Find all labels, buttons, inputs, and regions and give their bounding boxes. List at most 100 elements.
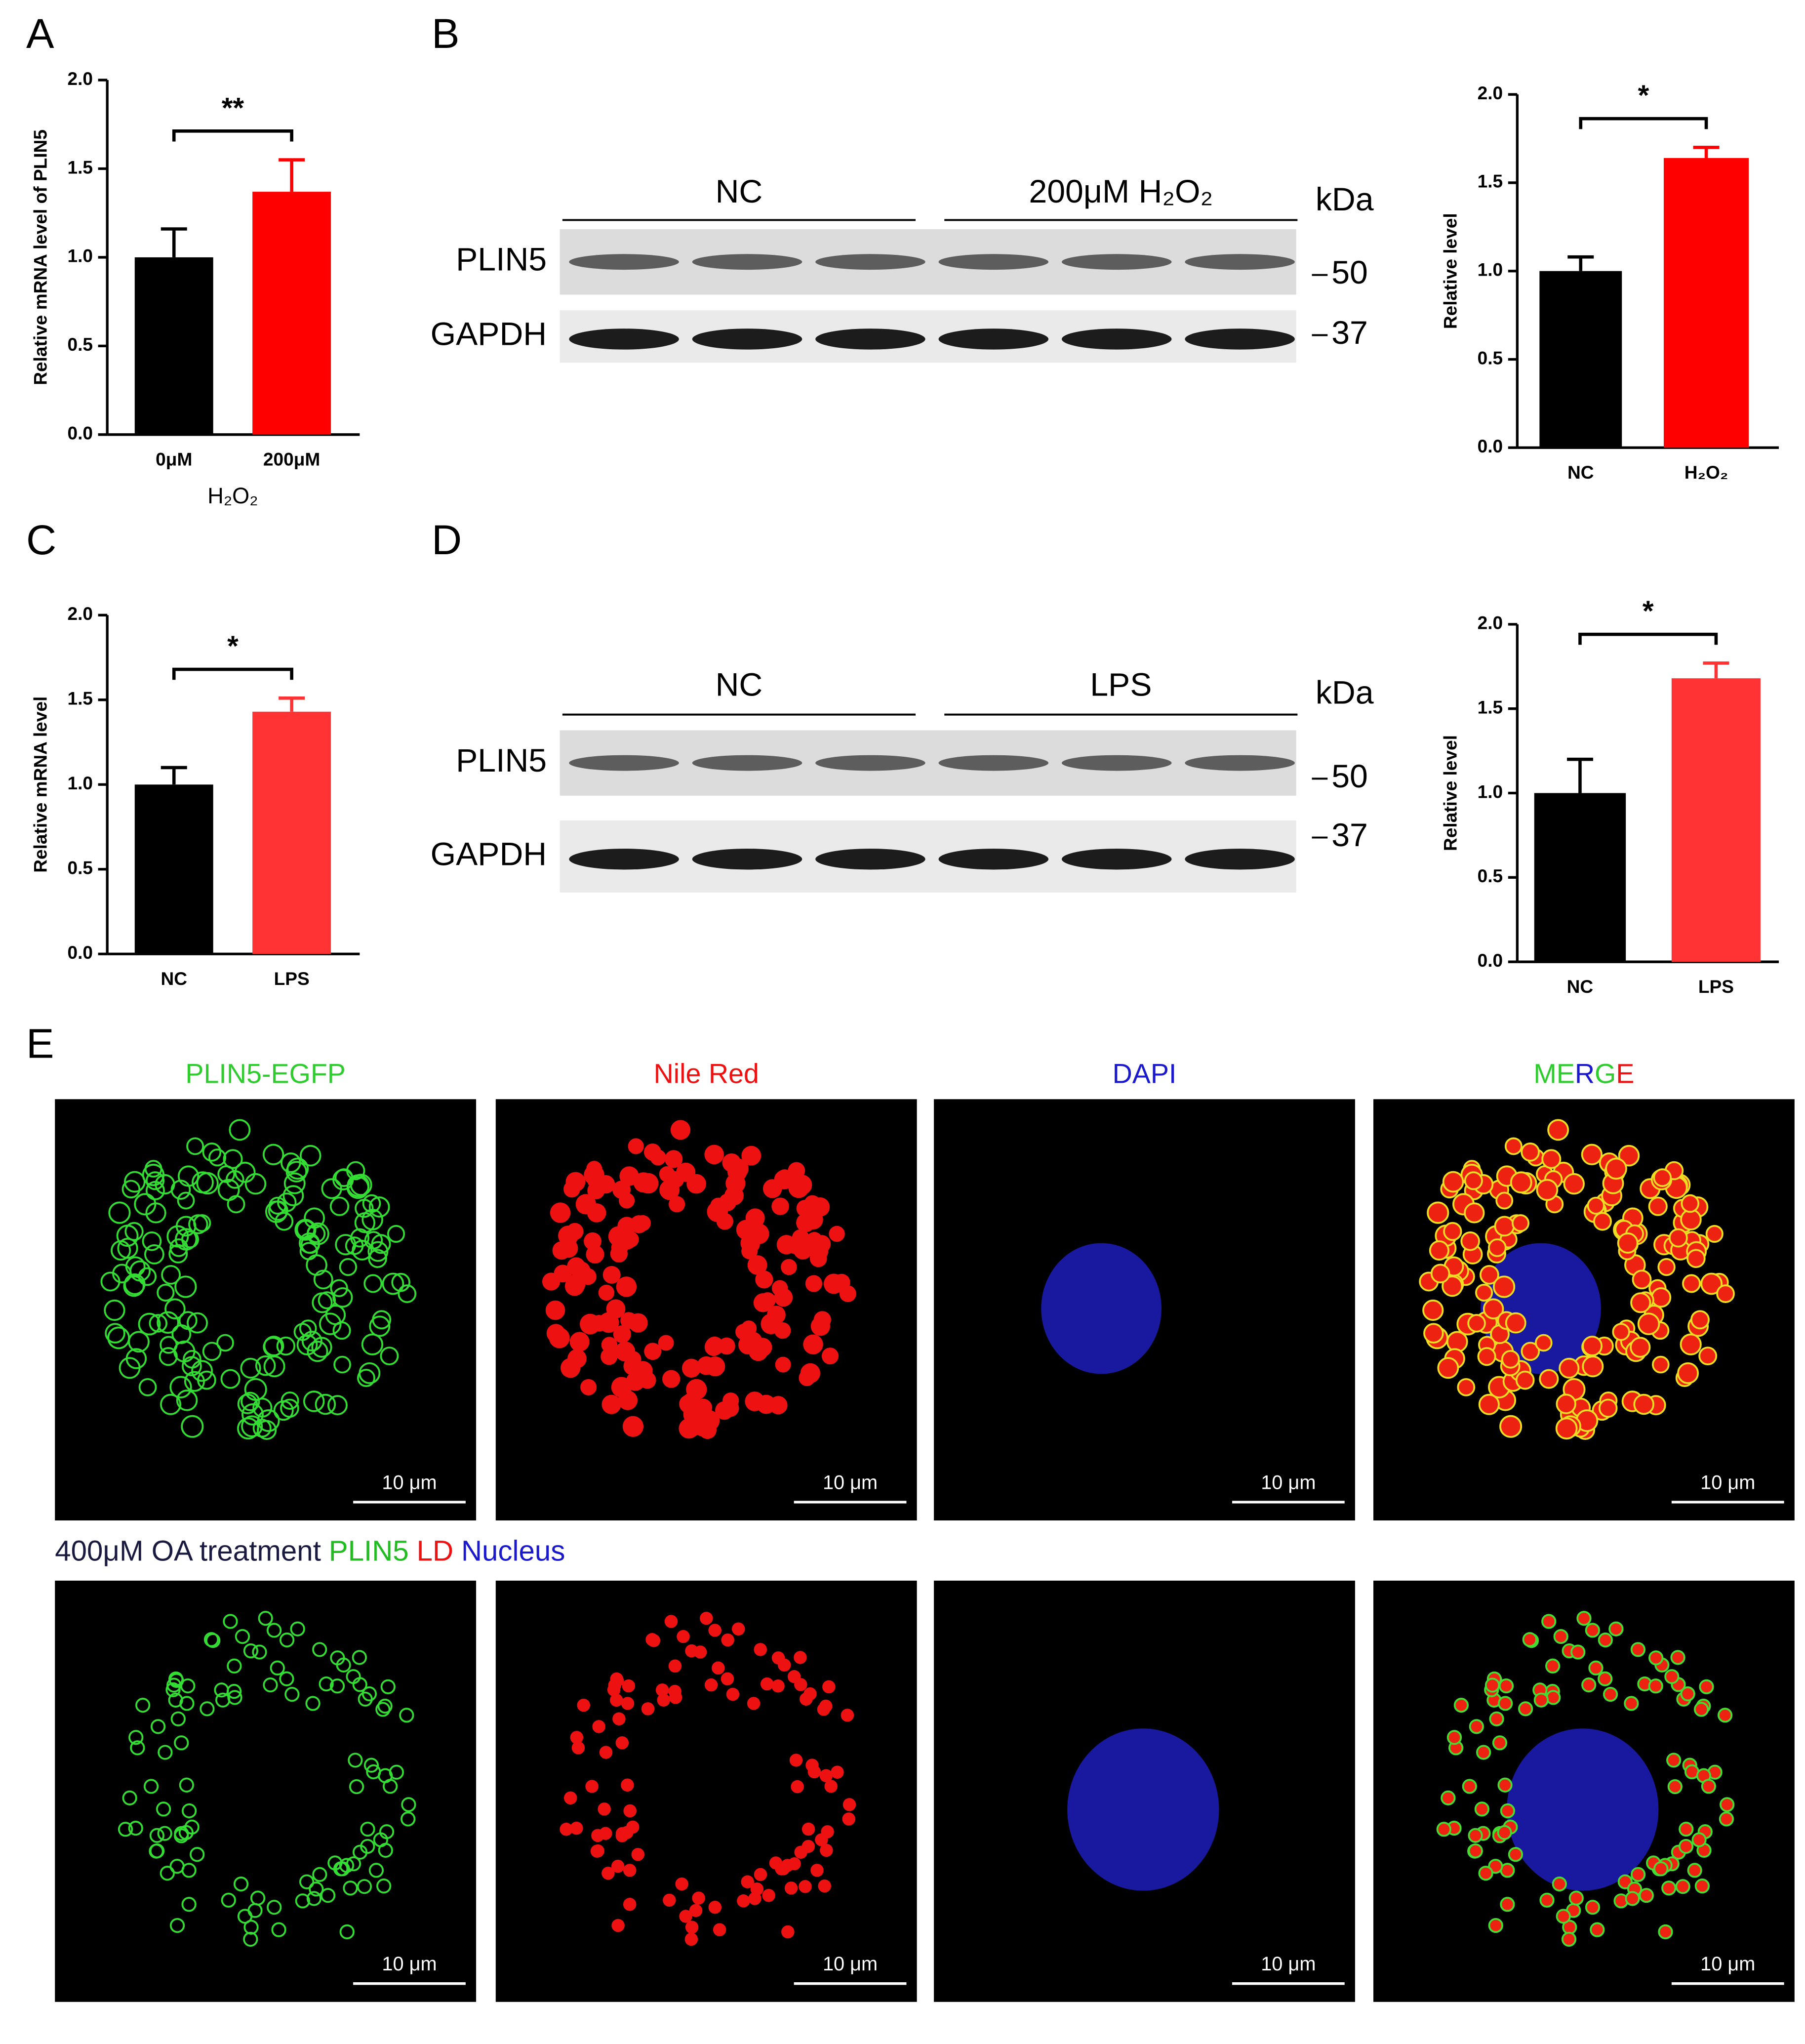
droplet [611,1239,628,1256]
bar [252,192,331,435]
droplet [1603,1686,1618,1702]
droplet [360,1821,375,1837]
droplet [776,1169,793,1186]
x-tick-label: 200μM [263,449,320,470]
droplet [821,1348,839,1365]
droplet [193,1214,211,1232]
unit-label: kDa [1316,181,1374,218]
droplet [276,1336,296,1356]
droplet [360,1839,375,1854]
droplet [1670,1650,1685,1665]
error-bar [279,696,305,712]
droplet [1553,1629,1568,1644]
droplet [1494,1216,1515,1237]
droplet [679,1418,699,1439]
droplet [1705,1225,1724,1243]
droplet [628,1313,648,1333]
group-label: 200μM H₂O₂ [1029,173,1213,210]
droplet [309,1881,324,1897]
droplet [641,1702,655,1716]
droplet [728,1158,749,1179]
y-tick-label: 1.0 [68,245,93,266]
droplet [250,1890,266,1906]
droplet [1694,1879,1710,1894]
droplet [731,1622,745,1635]
caption-part: Nucleus [461,1535,565,1567]
micrograph-bg [495,1099,917,1521]
droplet [177,1191,195,1210]
droplet [252,1644,267,1660]
droplet [1650,1287,1672,1308]
droplet [639,1371,656,1389]
significance-label: ** [222,92,244,124]
droplet [612,1712,626,1726]
droplet [1437,1357,1459,1379]
droplet [255,1355,276,1376]
droplet [258,1611,273,1626]
droplet [631,1847,644,1861]
droplet [670,1120,690,1140]
droplet [1500,1897,1515,1912]
droplet [1598,1633,1613,1648]
droplet [144,1244,164,1265]
droplet [1427,1201,1449,1224]
droplet [1582,1336,1603,1356]
x-tick-label: 0μM [156,449,192,470]
droplet [307,1341,328,1362]
droplet [296,1334,318,1355]
droplet [160,1866,175,1881]
droplet [214,1682,229,1698]
droplet [781,1925,795,1939]
droplet [208,1148,227,1167]
droplet [333,1355,351,1374]
droplet [1653,1861,1669,1877]
droplet [270,1660,285,1676]
droplet [387,1225,405,1243]
droplet [1637,1312,1660,1335]
droplet [721,1672,734,1685]
droplet [1443,1222,1462,1241]
droplet [1612,1323,1630,1341]
droplet [633,1172,654,1193]
droplet [820,1843,833,1857]
blot-band [815,328,925,350]
blot-band [1185,849,1295,870]
droplet [545,1300,565,1320]
droplet [747,1255,767,1275]
droplet [169,1238,188,1257]
droplet [809,1250,827,1267]
droplet [1661,1880,1677,1896]
blot-band [569,254,679,270]
droplet [803,1687,817,1701]
droplet [369,1315,391,1337]
scale-bar-label: 10 μm [1261,1953,1316,1975]
droplet [241,1403,264,1426]
droplet [804,1195,821,1212]
droplet [164,1298,186,1319]
droplet [1539,1892,1555,1908]
droplet [197,1370,216,1390]
droplet [668,1659,682,1673]
droplet [142,1231,162,1251]
y-tick-label: 0.0 [68,423,93,444]
bar [134,257,213,435]
caption-part: LD [417,1535,453,1567]
droplet [240,1357,261,1379]
droplet [617,1217,637,1236]
droplet [831,1765,844,1779]
droplet [334,1168,354,1187]
droplet [108,1201,131,1224]
y-tick-label: 1.5 [68,157,93,177]
group-label: LPS [1090,666,1152,703]
droplet [138,1267,157,1286]
droplet [615,1736,629,1750]
micrograph: 10 μm [934,1099,1355,1521]
error-bar [279,158,305,192]
droplet [664,1150,683,1168]
panel-label: C [26,516,56,563]
x-tick-label: NC [1567,462,1594,483]
droplet [1588,1660,1604,1676]
droplet [1639,1888,1654,1903]
droplet [679,1394,698,1414]
droplet [1500,1803,1515,1819]
